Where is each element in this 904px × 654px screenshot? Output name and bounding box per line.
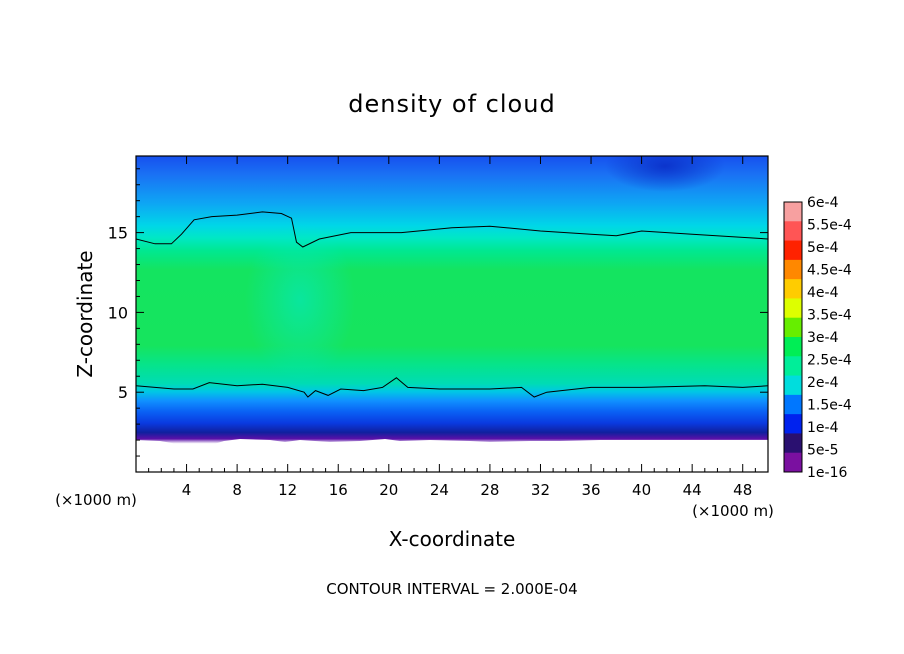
colorbar-label: 5.5e-4: [807, 218, 852, 234]
contour-line-1: [136, 211, 768, 248]
colorbar-swatch: [784, 414, 802, 434]
colorbar-label: 3.5e-4: [807, 308, 852, 324]
contour-line-2: [136, 377, 768, 398]
chart-title: density of cloud: [348, 90, 555, 118]
colorbar-label: 2.5e-4: [807, 353, 852, 369]
upper-dark-spot: [605, 156, 725, 192]
x-tick-label: 24: [430, 481, 449, 499]
colorbar-label: 1e-4: [807, 420, 839, 436]
density-field: [136, 156, 768, 472]
colorbar-label: 4e-4: [807, 285, 839, 301]
x-tick-label: 8: [232, 481, 242, 499]
colorbar-swatch: [784, 452, 802, 473]
colorbar-swatch: [784, 317, 802, 338]
colorbar-swatch: [784, 221, 802, 241]
y-tick-label: 15: [108, 224, 128, 243]
colorbar-swatch: [784, 240, 802, 261]
y-tick-label: 10: [108, 303, 128, 322]
x-axis-label: X-coordinate: [389, 527, 516, 551]
y-axis-label: Z-coordinate: [73, 250, 97, 377]
x-tick-label: 32: [531, 481, 550, 499]
contour-interval-note: CONTOUR INTERVAL = 2.000E-04: [326, 580, 577, 598]
colorbar-label: 1e-16: [807, 465, 847, 481]
colorbar-swatch: [784, 259, 802, 280]
x-tick-label: 28: [480, 481, 499, 499]
plot-area: [136, 156, 768, 472]
colorbar-swatch: [784, 433, 802, 454]
ground-mask: [136, 439, 768, 472]
colorbar-label: 2e-4: [807, 375, 839, 391]
x-tick-label: 36: [581, 481, 600, 499]
colorbar-label: 5e-5: [807, 443, 838, 459]
colorbar-swatch: [784, 356, 802, 376]
x-tick-label: 12: [278, 481, 297, 499]
colorbar: 6e-4 5.5e-4 5e-4 4.5e-4 4e-4 3.5e-4 3e-4 2.5e-4…: [783, 195, 852, 481]
colorbar-swatch: [784, 298, 802, 319]
x-unit-left: (×1000 m): [55, 491, 137, 509]
colorbar-label: 6e-4: [807, 195, 839, 211]
colorbar-swatch: [784, 279, 802, 299]
colorbar-label: 4.5e-4: [807, 263, 852, 279]
x-tick-label: 44: [683, 481, 702, 499]
contour-lines: [136, 211, 768, 398]
colorbar-label: 3e-4: [807, 330, 839, 346]
x-tick-label: 16: [329, 481, 348, 499]
x-tick-label: 20: [379, 481, 398, 499]
colorbar-swatch: [784, 394, 802, 415]
colorbar-label: 5e-4: [807, 240, 839, 256]
y-axis: 5 10 15: [108, 168, 768, 457]
y-tick-label: 5: [118, 383, 128, 402]
x-tick-label: 4: [182, 481, 192, 499]
colorbar-label: 1.5e-4: [807, 398, 852, 414]
colorbar-frame: [783, 201, 803, 473]
x-tick-label: 40: [632, 481, 651, 499]
colorbar-swatch: [784, 337, 802, 357]
colorbar-swatch: [784, 375, 802, 396]
colorbar-swatch: [784, 202, 802, 222]
plume-region: [245, 220, 355, 380]
x-tick-label: 48: [733, 481, 752, 499]
x-unit-right: (×1000 m): [692, 502, 774, 520]
x-axis: 4 8 12 16 20 24 28 32 36 40 44 48: [148, 156, 756, 499]
